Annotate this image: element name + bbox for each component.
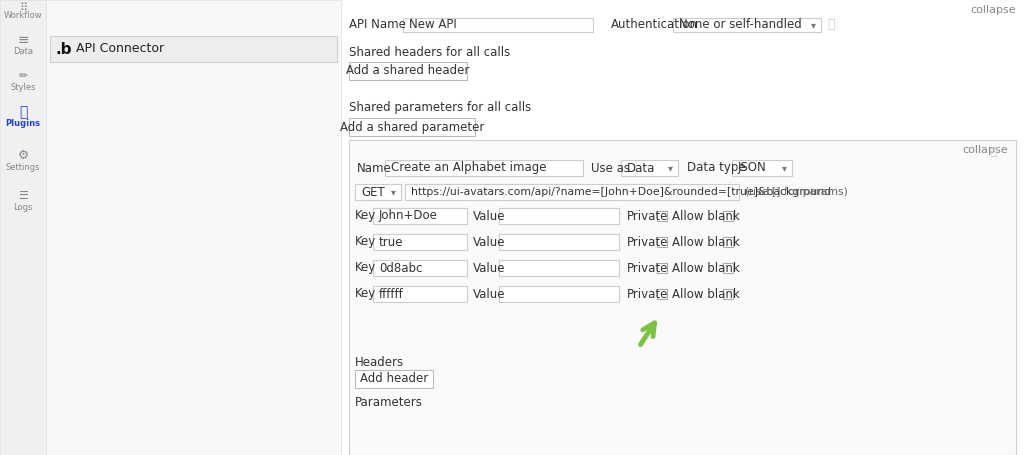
Text: true: true: [379, 236, 403, 248]
Text: Allow blank: Allow blank: [672, 262, 739, 274]
Bar: [499, 208, 618, 224]
Text: https://ui-avatars.com/api/?name=[John+Doe]&rounded=[true]&background: https://ui-avatars.com/api/?name=[John+D…: [411, 187, 831, 197]
Bar: [657, 289, 667, 299]
Bar: [499, 260, 618, 276]
Text: ffffff: ffffff: [379, 288, 403, 300]
Text: 0d8abc: 0d8abc: [379, 262, 422, 274]
Bar: [406, 184, 739, 200]
Text: Data type: Data type: [687, 162, 745, 175]
Text: Workflow: Workflow: [4, 11, 42, 20]
Text: Parameters: Parameters: [355, 395, 423, 409]
Text: Styles: Styles: [10, 84, 36, 92]
Text: Name: Name: [357, 162, 392, 175]
Text: ✏: ✏: [18, 71, 28, 81]
Text: ⠿: ⠿: [18, 3, 27, 13]
Text: Headers: Headers: [355, 355, 404, 369]
Text: Private: Private: [627, 262, 669, 274]
Text: Add a shared parameter: Add a shared parameter: [340, 121, 484, 133]
Text: 🗑: 🗑: [990, 147, 997, 157]
Text: ▾: ▾: [390, 187, 395, 197]
Text: None or self-handled: None or self-handled: [679, 19, 802, 31]
Bar: [723, 211, 733, 221]
Text: ≡: ≡: [17, 33, 29, 47]
Text: Private: Private: [627, 288, 669, 300]
Text: ▾: ▾: [811, 20, 815, 30]
Text: Key: Key: [355, 262, 376, 274]
Text: JSON: JSON: [738, 162, 767, 175]
Text: Private: Private: [627, 209, 669, 222]
Bar: [385, 160, 583, 176]
Bar: [403, 18, 593, 32]
Text: Value: Value: [473, 262, 506, 274]
Text: Value: Value: [473, 236, 506, 248]
Text: Key: Key: [355, 209, 376, 222]
Text: Allow blank: Allow blank: [672, 209, 739, 222]
Text: API Connector: API Connector: [76, 42, 164, 56]
Text: Authentication: Authentication: [611, 19, 698, 31]
Text: ⚙: ⚙: [17, 148, 29, 162]
Text: Data: Data: [627, 162, 655, 175]
Text: Add a shared header: Add a shared header: [346, 65, 470, 77]
Text: Data: Data: [13, 47, 33, 56]
Bar: [621, 160, 678, 176]
Bar: [50, 36, 337, 62]
Bar: [499, 286, 618, 302]
Text: API Name: API Name: [349, 19, 406, 31]
Text: Create an Alphabet image: Create an Alphabet image: [391, 162, 547, 175]
Text: Value: Value: [473, 209, 506, 222]
Text: Settings: Settings: [6, 162, 40, 172]
Bar: [499, 234, 618, 250]
Bar: [373, 208, 467, 224]
Bar: [355, 370, 433, 388]
Bar: [732, 160, 792, 176]
Text: Use as: Use as: [591, 162, 630, 175]
Text: Allow blank: Allow blank: [672, 236, 739, 248]
Bar: [723, 237, 733, 247]
Bar: [373, 234, 467, 250]
Bar: [355, 184, 401, 200]
Text: ▾: ▾: [668, 163, 673, 173]
Text: Key: Key: [355, 288, 376, 300]
Bar: [673, 18, 821, 32]
Bar: [373, 260, 467, 276]
Text: New API: New API: [409, 19, 457, 31]
Bar: [723, 263, 733, 273]
Text: Allow blank: Allow blank: [672, 288, 739, 300]
Text: 🗑: 🗑: [827, 19, 835, 31]
Text: Key: Key: [355, 236, 376, 248]
Bar: [0, 0, 46, 455]
Text: (use [] for params): (use [] for params): [745, 187, 848, 197]
Bar: [349, 140, 1016, 455]
Text: Shared parameters for all calls: Shared parameters for all calls: [349, 101, 531, 115]
Text: .b: .b: [55, 41, 73, 56]
Bar: [349, 62, 467, 80]
Text: Add header: Add header: [359, 373, 428, 385]
Text: collapse: collapse: [963, 145, 1008, 155]
Text: ⏚: ⏚: [18, 105, 28, 119]
Text: GET: GET: [361, 186, 385, 198]
Bar: [657, 237, 667, 247]
Text: Value: Value: [473, 288, 506, 300]
Bar: [657, 211, 667, 221]
Text: John+Doe: John+Doe: [379, 209, 438, 222]
Bar: [373, 286, 467, 302]
Bar: [657, 263, 667, 273]
Text: Plugins: Plugins: [5, 120, 41, 128]
Bar: [723, 289, 733, 299]
Text: Logs: Logs: [13, 203, 33, 212]
Text: ▾: ▾: [781, 163, 786, 173]
Text: Private: Private: [627, 236, 669, 248]
Text: ☰: ☰: [18, 191, 28, 201]
Bar: [349, 118, 475, 136]
Bar: [46, 0, 341, 455]
Text: Shared headers for all calls: Shared headers for all calls: [349, 46, 510, 59]
Text: collapse: collapse: [971, 5, 1016, 15]
